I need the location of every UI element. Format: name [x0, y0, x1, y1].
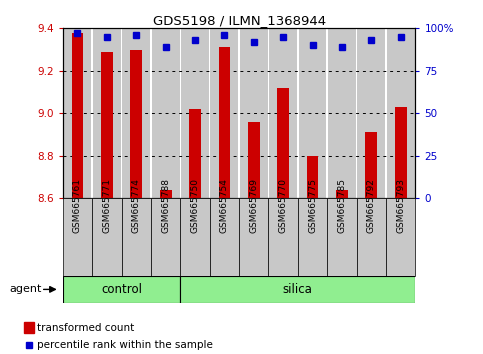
Bar — [336, 190, 348, 198]
Bar — [356, 198, 386, 276]
Bar — [210, 198, 239, 276]
Bar — [298, 28, 327, 198]
Text: agent: agent — [10, 284, 42, 295]
Bar — [24, 322, 34, 333]
Bar — [357, 28, 385, 198]
Bar — [93, 28, 121, 198]
Bar — [101, 52, 113, 198]
Bar — [298, 198, 327, 276]
Bar — [327, 198, 356, 276]
Bar — [71, 33, 84, 198]
Text: GSM665793: GSM665793 — [396, 178, 405, 233]
Bar — [218, 47, 230, 198]
Bar — [181, 28, 209, 198]
Bar — [180, 276, 415, 303]
Text: GSM665761: GSM665761 — [73, 178, 82, 233]
Text: GSM665750: GSM665750 — [190, 178, 199, 233]
Text: GSM665774: GSM665774 — [132, 178, 141, 233]
Bar — [386, 198, 415, 276]
Text: GSM665769: GSM665769 — [249, 178, 258, 233]
Text: GSM665792: GSM665792 — [367, 178, 376, 233]
Bar — [395, 107, 407, 198]
Bar — [160, 190, 171, 198]
Text: GSM665770: GSM665770 — [279, 178, 288, 233]
Bar — [122, 28, 150, 198]
Text: GSM665754: GSM665754 — [220, 178, 229, 233]
Bar — [151, 198, 180, 276]
Bar — [307, 156, 318, 198]
Bar — [180, 198, 210, 276]
Bar — [63, 276, 180, 303]
Text: GSM665785: GSM665785 — [338, 178, 346, 233]
Text: control: control — [101, 283, 142, 296]
Text: GSM665788: GSM665788 — [161, 178, 170, 233]
Bar — [64, 28, 91, 198]
Bar — [239, 198, 269, 276]
Text: percentile rank within the sample: percentile rank within the sample — [37, 340, 213, 350]
Bar — [240, 28, 268, 198]
Bar — [152, 28, 180, 198]
Bar — [277, 88, 289, 198]
Bar — [92, 198, 122, 276]
Bar — [248, 122, 260, 198]
Bar — [269, 28, 297, 198]
Text: transformed count: transformed count — [37, 322, 134, 332]
Bar — [130, 50, 142, 198]
Text: GSM665771: GSM665771 — [102, 178, 112, 233]
Bar — [189, 109, 201, 198]
Bar — [269, 198, 298, 276]
Bar — [63, 198, 92, 276]
Bar — [328, 28, 356, 198]
Title: GDS5198 / ILMN_1368944: GDS5198 / ILMN_1368944 — [153, 14, 326, 27]
Bar — [387, 28, 414, 198]
Text: GSM665775: GSM665775 — [308, 178, 317, 233]
Bar — [366, 132, 377, 198]
Bar — [211, 28, 238, 198]
Bar — [122, 198, 151, 276]
Text: silica: silica — [283, 283, 313, 296]
